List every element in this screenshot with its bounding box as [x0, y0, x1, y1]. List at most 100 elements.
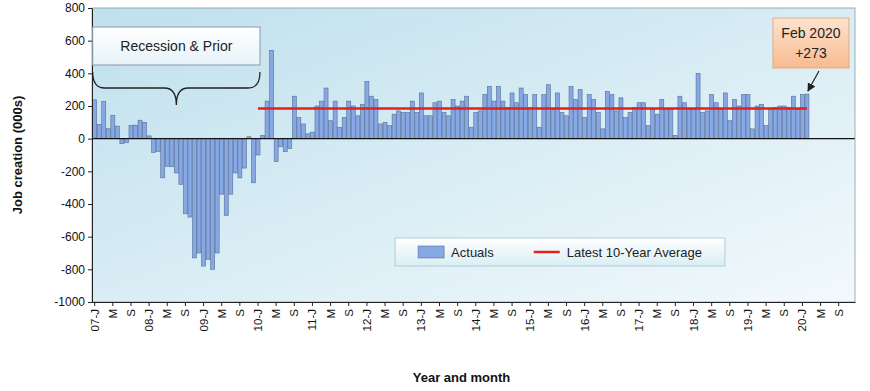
- x-tick-label: S: [179, 309, 191, 317]
- x-tick-label: M: [542, 309, 554, 319]
- x-tick: S: [615, 302, 627, 317]
- bar: [342, 117, 346, 138]
- bar: [660, 99, 664, 138]
- y-tick-label: 800: [65, 1, 85, 15]
- bar: [510, 93, 514, 139]
- x-tick: 11-J: [306, 302, 318, 331]
- x-tick: 19-J: [742, 302, 754, 331]
- bar: [492, 101, 496, 139]
- x-tick-mark: [766, 302, 767, 306]
- bar: [787, 108, 791, 139]
- bar: [555, 93, 559, 139]
- x-tick-mark: [294, 302, 295, 306]
- x-tick-label: S: [452, 309, 464, 317]
- bar: [442, 113, 446, 139]
- bar: [741, 95, 745, 139]
- bar: [120, 139, 124, 144]
- bar: [551, 109, 555, 138]
- x-tick-label: M: [760, 309, 772, 319]
- bar: [537, 127, 541, 138]
- x-tick-mark: [475, 302, 476, 306]
- bar: [705, 111, 709, 139]
- bar: [283, 139, 287, 152]
- x-tick: S: [724, 302, 736, 317]
- y-tick-label: -1000: [54, 295, 85, 309]
- bar: [197, 139, 201, 253]
- bar: [102, 101, 106, 138]
- x-tick-mark: [729, 302, 730, 306]
- x-tick-label: 16-J: [579, 309, 591, 331]
- bar: [669, 109, 673, 138]
- bar: [583, 117, 587, 138]
- bar: [292, 96, 296, 138]
- x-tick: 13-J: [415, 302, 427, 331]
- x-tick: 14-J: [470, 302, 482, 331]
- x-tick-label: 08-J: [143, 309, 155, 331]
- x-tick-mark: [149, 302, 150, 306]
- x-tick: M: [488, 302, 500, 319]
- bar: [451, 99, 455, 138]
- x-tick: S: [506, 302, 518, 317]
- x-axis-title: Year and month: [413, 370, 511, 385]
- x-tick-label: 19-J: [742, 309, 754, 331]
- x-tick-mark: [584, 302, 585, 306]
- y-tick-label: 200: [65, 99, 85, 113]
- y-tick: -400: [61, 197, 92, 211]
- bar: [233, 139, 237, 173]
- x-tick-label: S: [397, 309, 409, 317]
- x-tick-label: 14-J: [470, 309, 482, 331]
- bar: [238, 139, 242, 178]
- bar: [601, 129, 605, 139]
- x-tick: M: [706, 302, 718, 319]
- y-tick: 800: [65, 1, 92, 15]
- y-tick: 600: [65, 34, 92, 48]
- zero-line: [92, 138, 855, 139]
- bar: [732, 99, 736, 138]
- x-tick-label: S: [724, 309, 736, 317]
- bar: [447, 116, 451, 139]
- x-tick-mark: [112, 302, 113, 306]
- x-tick-label: S: [506, 309, 518, 317]
- bar: [565, 116, 569, 139]
- bar: [288, 139, 292, 149]
- bar: [424, 116, 428, 139]
- bar: [351, 106, 355, 139]
- x-tick-label: M: [488, 309, 500, 319]
- bar: [333, 101, 337, 139]
- bar: [215, 139, 219, 253]
- bar: [782, 106, 786, 139]
- x-tick-label: M: [706, 309, 718, 319]
- bar: [183, 139, 187, 214]
- bar: [315, 106, 319, 139]
- bar: [769, 109, 773, 138]
- bar: [437, 101, 441, 139]
- x-tick-mark: [566, 302, 567, 306]
- y-tick-label: -200: [61, 165, 85, 179]
- bar: [764, 126, 768, 139]
- bar: [310, 132, 314, 139]
- y-tick: -1000: [54, 295, 92, 309]
- x-tick-mark: [221, 302, 222, 306]
- x-tick-label: S: [669, 309, 681, 317]
- x-tick: S: [234, 302, 246, 317]
- y-tick-mark: [88, 8, 92, 9]
- x-tick: M: [760, 302, 772, 319]
- bar: [628, 113, 632, 139]
- bar: [646, 126, 650, 139]
- bar: [415, 113, 419, 139]
- bar-series: [93, 50, 809, 269]
- bar: [329, 121, 333, 139]
- x-tick-mark: [457, 302, 458, 306]
- x-tick-label: S: [778, 309, 790, 317]
- x-tick-mark: [203, 302, 204, 306]
- x-tick-label: M: [270, 309, 282, 319]
- bar: [805, 94, 809, 139]
- bar: [174, 139, 178, 173]
- legend-item: Latest 10-Year Average: [534, 245, 702, 260]
- annotation-box: [93, 27, 260, 65]
- bar: [378, 124, 382, 139]
- callout-box: [773, 18, 849, 68]
- bar: [533, 95, 537, 139]
- legend-items: ActualsLatest 10-Year Average: [418, 245, 702, 260]
- x-tick: S: [397, 302, 409, 317]
